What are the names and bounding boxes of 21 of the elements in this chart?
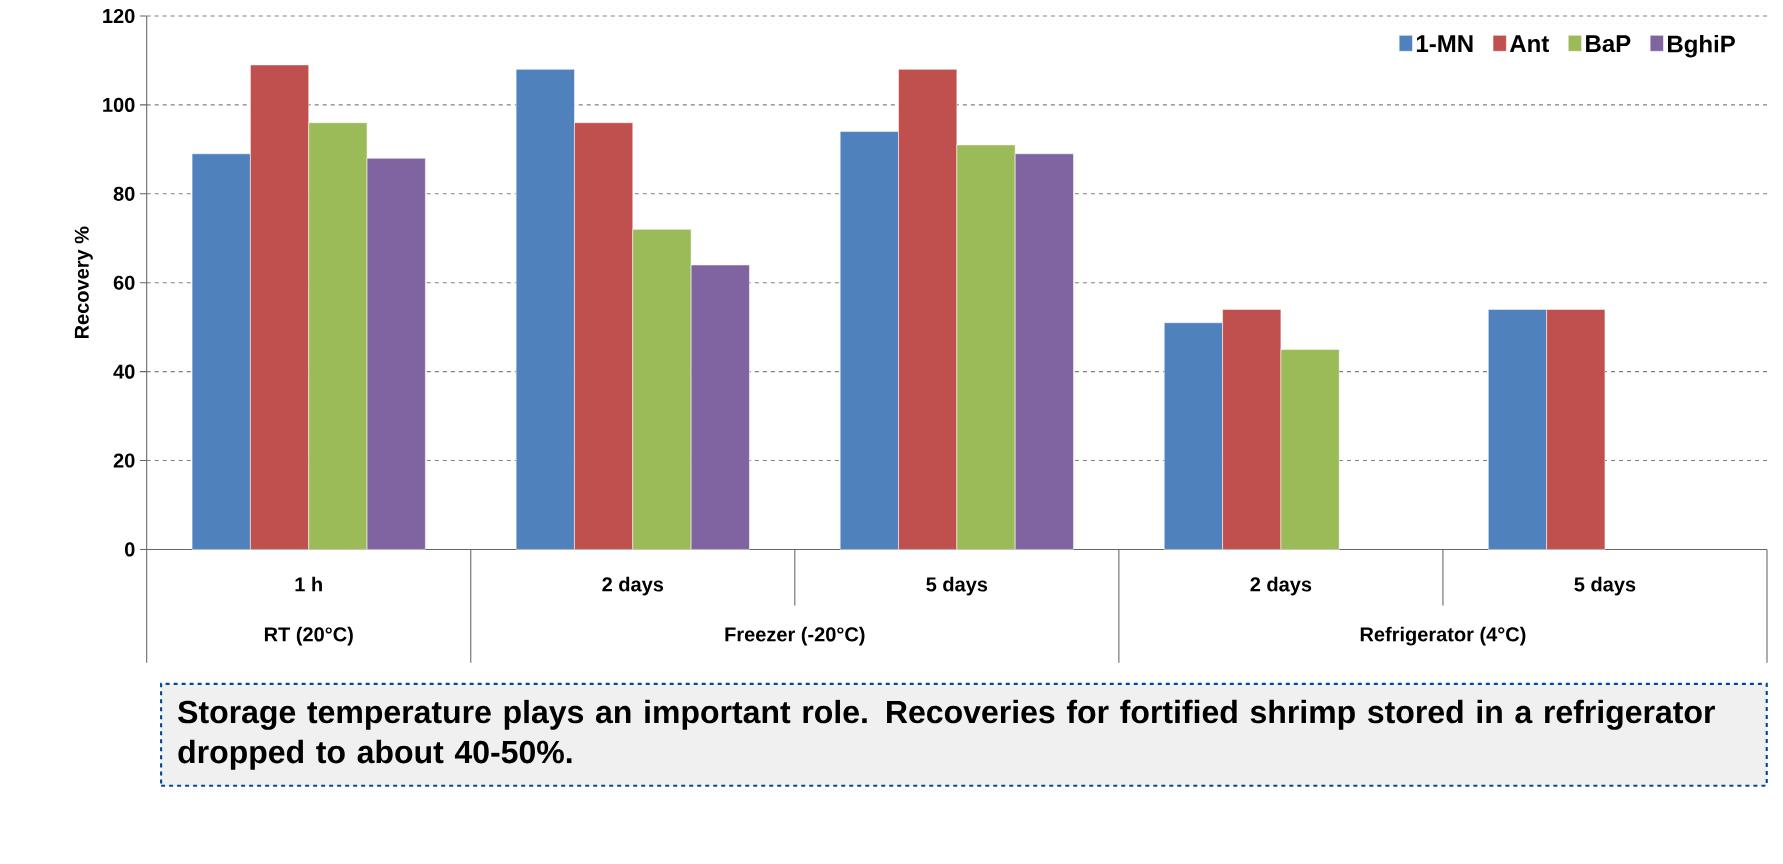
x-tick-label: 1 h [295, 576, 322, 592]
text: RT (20°C) [264, 626, 353, 646]
x-tick-label: 5 days [1574, 576, 1636, 596]
x-tick-label: 2 days [602, 576, 664, 596]
y-tick-label: 40 [113, 364, 135, 379]
y-tick-label: 0 [124, 542, 135, 557]
text: Refrigerator (4°C) [1360, 626, 1526, 646]
y-axis-title: Recovery % [74, 226, 93, 339]
y-tick-label: 60 [113, 275, 135, 290]
legend-label: BaP [1586, 35, 1631, 53]
legend-label: 1-MN [1416, 35, 1473, 52]
x-tick-label: 5 days [926, 576, 988, 596]
x-tick-label: 2 days [1250, 576, 1312, 596]
legend-label: Ant [1509, 35, 1549, 53]
legend-label: BghiP [1668, 34, 1735, 58]
y-tick-label: 20 [113, 453, 135, 468]
y-tick-label: 100 [103, 97, 135, 112]
y-tick-label: 120 [103, 8, 135, 23]
text: Storage temperature plays an important role. Recoveries for fortified shrimp stored in a refrigerator dropped to about 40-50%. [178, 699, 1715, 770]
y-tick-label: 80 [113, 186, 135, 201]
text: Freezer (-20°C) [725, 626, 865, 646]
